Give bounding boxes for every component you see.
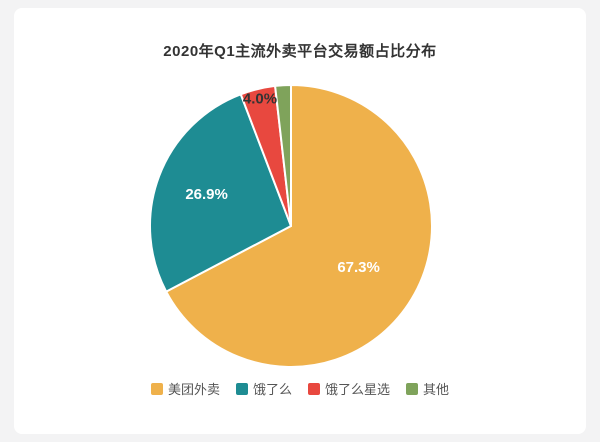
legend-label: 其他 — [423, 382, 450, 397]
legend-label: 饿了么星选 — [325, 382, 391, 397]
legend-item-饿了么星选[interactable]: 饿了么星选 — [308, 379, 390, 398]
legend-swatch — [150, 382, 163, 395]
legend: 美团外卖 饿了么 饿了么星选 其他 — [0, 379, 600, 398]
pie-slice-饿了么[interactable] — [149, 93, 292, 293]
pie-slice-美团外卖[interactable] — [165, 84, 433, 368]
legend-label: 饿了么 — [252, 382, 292, 397]
pie-value-label: 4.0% — [243, 91, 277, 108]
pie-slice-其他[interactable] — [274, 84, 292, 227]
legend-item-饿了么[interactable]: 饿了么 — [235, 379, 292, 398]
legend-swatch — [235, 382, 248, 395]
legend-swatch — [308, 382, 320, 395]
pie-value-label: 26.9% — [185, 186, 228, 203]
chart-title: 2020年Q1主流外卖平台交易额占比分布 — [163, 43, 437, 60]
legend-item-其他[interactable]: 其他 — [406, 379, 449, 398]
pie-value-label: 67.3% — [337, 259, 380, 276]
legend-item-美团外卖[interactable]: 美团外卖 — [150, 379, 220, 398]
legend-label: 美团外卖 — [167, 382, 220, 397]
legend-swatch — [406, 382, 419, 395]
